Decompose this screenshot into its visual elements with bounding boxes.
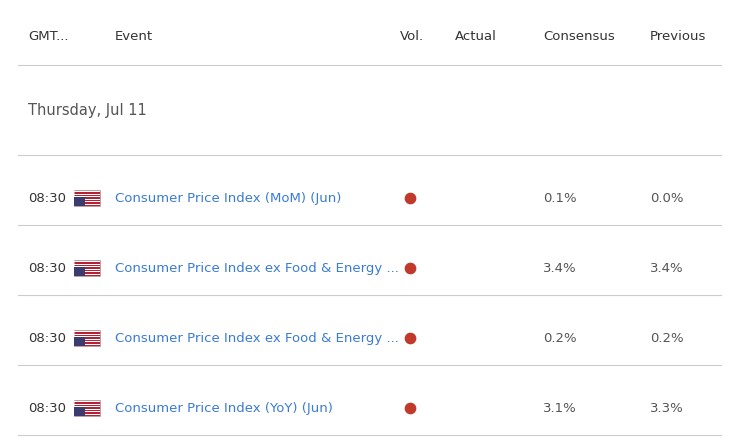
FancyBboxPatch shape — [74, 408, 100, 410]
Text: 08:30: 08:30 — [28, 332, 66, 345]
FancyBboxPatch shape — [74, 341, 100, 342]
FancyBboxPatch shape — [74, 267, 85, 276]
Text: 3.3%: 3.3% — [650, 401, 684, 415]
FancyBboxPatch shape — [74, 408, 85, 416]
Text: 0.0%: 0.0% — [650, 191, 684, 205]
FancyBboxPatch shape — [74, 201, 100, 202]
FancyBboxPatch shape — [74, 203, 100, 205]
Point — [404, 404, 416, 412]
FancyBboxPatch shape — [74, 411, 100, 412]
FancyBboxPatch shape — [74, 264, 100, 265]
FancyBboxPatch shape — [74, 337, 85, 346]
Text: Consumer Price Index ex Food & Energy ...: Consumer Price Index ex Food & Energy ..… — [115, 332, 399, 345]
FancyBboxPatch shape — [74, 334, 100, 335]
Text: 08:30: 08:30 — [28, 191, 66, 205]
FancyBboxPatch shape — [74, 413, 100, 415]
Text: Consumer Price Index (YoY) (Jun): Consumer Price Index (YoY) (Jun) — [115, 401, 333, 415]
FancyBboxPatch shape — [74, 190, 100, 206]
Text: 08:30: 08:30 — [28, 262, 66, 274]
Text: Actual: Actual — [455, 30, 497, 43]
Text: Thursday, Jul 11: Thursday, Jul 11 — [28, 103, 147, 118]
FancyBboxPatch shape — [74, 191, 100, 192]
Point — [404, 194, 416, 202]
Point — [404, 265, 416, 272]
Text: 3.4%: 3.4% — [543, 262, 576, 274]
FancyBboxPatch shape — [74, 196, 100, 198]
FancyBboxPatch shape — [74, 274, 100, 275]
FancyBboxPatch shape — [74, 271, 100, 272]
Text: Consensus: Consensus — [543, 30, 615, 43]
FancyBboxPatch shape — [74, 194, 100, 195]
Text: 0.2%: 0.2% — [543, 332, 576, 345]
Text: Consumer Price Index (MoM) (Jun): Consumer Price Index (MoM) (Jun) — [115, 191, 341, 205]
Text: Vol.: Vol. — [400, 30, 424, 43]
Text: 0.2%: 0.2% — [650, 332, 684, 345]
FancyBboxPatch shape — [74, 401, 100, 402]
Text: 0.1%: 0.1% — [543, 191, 576, 205]
FancyBboxPatch shape — [74, 198, 85, 206]
FancyBboxPatch shape — [74, 269, 100, 270]
Text: 3.4%: 3.4% — [650, 262, 684, 274]
FancyBboxPatch shape — [74, 404, 100, 405]
Text: 08:30: 08:30 — [28, 401, 66, 415]
FancyBboxPatch shape — [74, 266, 100, 267]
FancyBboxPatch shape — [74, 331, 100, 333]
Text: Event: Event — [115, 30, 153, 43]
FancyBboxPatch shape — [74, 400, 100, 416]
FancyBboxPatch shape — [74, 339, 100, 340]
FancyBboxPatch shape — [74, 261, 100, 262]
Text: 3.1%: 3.1% — [543, 401, 576, 415]
FancyBboxPatch shape — [74, 198, 100, 200]
Text: GMT...: GMT... — [28, 30, 69, 43]
FancyBboxPatch shape — [74, 330, 100, 346]
Text: Consumer Price Index ex Food & Energy ...: Consumer Price Index ex Food & Energy ..… — [115, 262, 399, 274]
Text: Previous: Previous — [650, 30, 706, 43]
FancyBboxPatch shape — [74, 260, 100, 276]
FancyBboxPatch shape — [74, 336, 100, 337]
FancyBboxPatch shape — [74, 406, 100, 408]
Point — [404, 334, 416, 341]
FancyBboxPatch shape — [74, 344, 100, 345]
